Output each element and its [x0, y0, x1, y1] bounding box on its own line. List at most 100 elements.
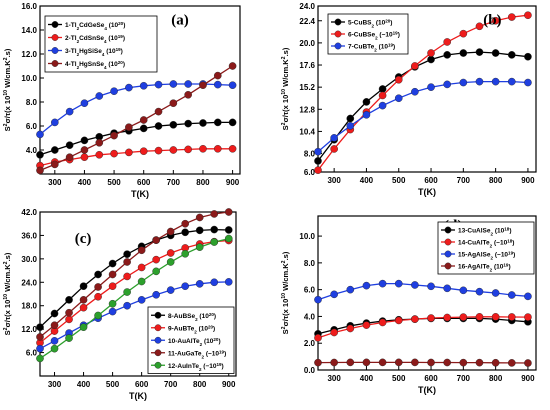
- data-point: [181, 219, 189, 228]
- x-tick-label: 300: [327, 176, 341, 185]
- legend-entry: 1-Tl2CdGeSe4 (1020): [65, 21, 125, 31]
- data-point: [507, 313, 516, 321]
- y-tick-label: 15.2: [299, 83, 315, 92]
- data-point: [108, 307, 117, 316]
- x-tick-label: 400: [77, 380, 91, 389]
- legend-entry: 6-CuBSe2 (−1019): [348, 30, 400, 40]
- data-point: [213, 118, 222, 127]
- legend-entry: 2-Tl2CdSnSe4 (1019): [65, 34, 125, 44]
- legend-marker: [444, 238, 452, 246]
- y-tick-label: 42.0: [21, 208, 37, 217]
- data-point: [394, 279, 403, 288]
- data-point: [362, 358, 371, 367]
- y-tick-label: 18.0: [21, 302, 37, 311]
- data-point: [152, 290, 160, 299]
- y-tick-label: 17.6: [299, 61, 315, 70]
- x-tick-label: 500: [107, 178, 121, 187]
- x-tick-label: 700: [457, 176, 471, 185]
- y-tick-label: 10.0: [21, 74, 37, 83]
- data-point: [314, 295, 322, 304]
- data-point: [184, 80, 192, 88]
- data-point: [411, 315, 419, 323]
- y-tick-label: 16.0: [21, 2, 37, 11]
- data-point: [36, 130, 44, 139]
- data-point: [427, 49, 435, 57]
- data-point: [314, 147, 322, 156]
- data-point: [36, 344, 44, 353]
- data-point: [210, 225, 219, 234]
- plot-frame: [39, 5, 241, 175]
- data-point: [443, 38, 451, 46]
- series-line-1: [317, 51, 528, 162]
- data-point: [95, 92, 104, 100]
- data-point: [154, 80, 163, 89]
- data-point: [314, 157, 322, 165]
- data-point: [475, 48, 484, 56]
- legend-marker: [51, 60, 59, 67]
- data-point: [524, 11, 532, 20]
- legend-entry: 11-AuGaTe2 (−1019): [168, 349, 226, 359]
- y-tick-label: 24.0: [299, 2, 315, 11]
- data-point: [65, 141, 74, 149]
- data-point: [169, 99, 178, 107]
- data-point: [51, 160, 59, 169]
- x-tick-label: 400: [360, 176, 374, 185]
- data-point: [213, 80, 222, 89]
- x-axis-label: T(K): [131, 189, 149, 199]
- data-point: [459, 358, 468, 367]
- data-point: [181, 282, 189, 290]
- data-point: [139, 147, 148, 155]
- data-point: [378, 318, 387, 327]
- data-point: [210, 210, 219, 218]
- panel-a: 300 400 500 600 700 800 900 4.0 6.0 8.0 10.0 12.0 14…: [3, 2, 241, 199]
- data-point: [346, 122, 355, 130]
- data-point: [36, 150, 44, 159]
- data-point: [123, 301, 131, 310]
- data-point: [125, 83, 133, 92]
- legend-entry: 5-CuBS2 (1020): [348, 18, 392, 28]
- legend-marker: [444, 226, 452, 234]
- data-point: [443, 358, 451, 367]
- y-tick-label: 8.0: [26, 98, 38, 107]
- data-point: [475, 22, 484, 31]
- data-point: [491, 313, 500, 321]
- data-point: [314, 358, 322, 367]
- data-point: [346, 324, 355, 333]
- legend-entry: 12-AuInTe2 (−1019): [168, 361, 224, 371]
- x-tick-label: 600: [424, 176, 438, 185]
- data-point: [110, 131, 118, 140]
- data-point: [65, 107, 74, 116]
- x-tick-label: 900: [521, 374, 535, 383]
- data-point: [507, 51, 516, 59]
- data-point: [79, 282, 88, 290]
- data-point: [378, 91, 387, 100]
- data-point: [459, 286, 468, 295]
- data-point: [79, 296, 88, 304]
- data-point: [314, 334, 322, 342]
- data-point: [224, 234, 233, 243]
- panel-label: (a): [171, 12, 189, 28]
- data-point: [459, 29, 468, 38]
- data-point: [491, 289, 500, 297]
- data-point: [184, 119, 192, 128]
- x-axis-label: T(K): [418, 385, 436, 395]
- y-tick-label: 14.0: [21, 26, 37, 35]
- data-point: [362, 321, 371, 329]
- y-tick-label: 4.0: [304, 312, 316, 321]
- data-point: [346, 114, 355, 123]
- data-point: [95, 138, 104, 147]
- legend-marker: [51, 21, 59, 28]
- data-point: [154, 107, 163, 116]
- legend: 5-CuBS2 (1020) 6-CuBSe2 (−1019) 7-CuBTe2 (…: [327, 13, 409, 55]
- data-point: [169, 146, 178, 154]
- data-point: [524, 292, 532, 301]
- data-point: [475, 287, 484, 296]
- legend-entry: 15-AgAlSe2 (−1019): [458, 250, 515, 260]
- plot-frame: [39, 211, 237, 377]
- data-point: [184, 145, 192, 154]
- x-axis-label: T(K): [418, 187, 436, 197]
- data-point: [195, 226, 204, 235]
- data-point: [65, 153, 74, 161]
- data-point: [94, 283, 102, 291]
